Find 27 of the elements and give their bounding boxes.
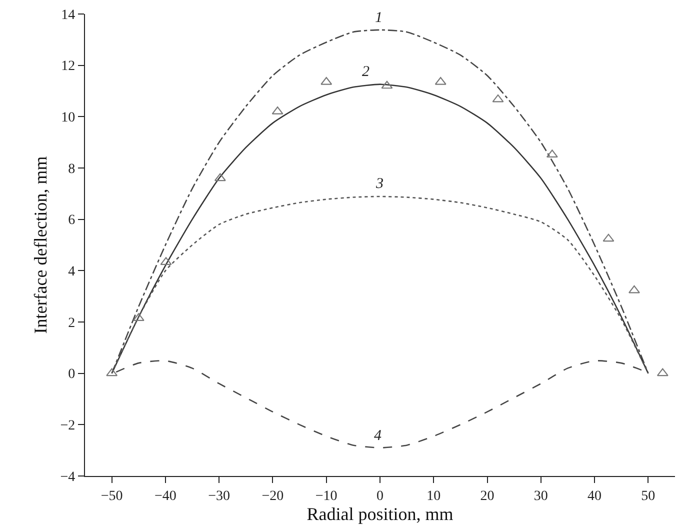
- annotation: 1: [375, 10, 382, 26]
- x-tick-label: 10: [426, 488, 441, 504]
- x-tick-label: 0: [376, 488, 384, 504]
- x-tick-label: 50: [641, 488, 656, 504]
- x-tick-label: 20: [480, 488, 494, 504]
- x-tick-label: −50: [100, 488, 123, 504]
- x-tick-label: −40: [154, 488, 176, 504]
- y-tick-label: 12: [61, 59, 76, 74]
- annotation: 4: [374, 428, 382, 444]
- annotation: 3: [375, 176, 384, 192]
- x-tick-label: −30: [208, 488, 230, 504]
- y-tick-label: 4: [68, 264, 76, 280]
- x-axis-title: Radial position, mm: [306, 504, 454, 524]
- y-tick-label: 2: [68, 316, 76, 331]
- x-tick-label: −10: [315, 488, 338, 504]
- x-tick-label: 30: [534, 488, 548, 504]
- y-tick-label: 8: [68, 162, 76, 177]
- y-tick-label: 14: [61, 8, 76, 23]
- annotation: 2: [362, 64, 370, 80]
- y-tick-label: −2: [60, 418, 76, 434]
- y-tick-label: 10: [61, 110, 76, 126]
- x-tick-label: 40: [588, 488, 602, 504]
- x-tick-label: −20: [262, 488, 284, 504]
- y-axis-title: Interface deflection, mm: [30, 156, 50, 334]
- y-tick-label: 0: [68, 367, 76, 382]
- y-tick-label: −4: [60, 470, 76, 485]
- y-tick-label: 6: [68, 213, 76, 228]
